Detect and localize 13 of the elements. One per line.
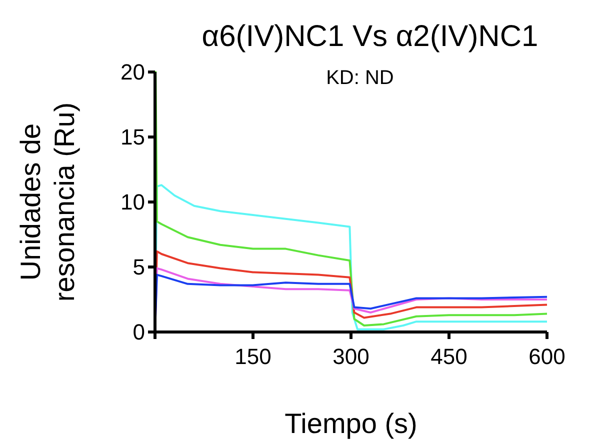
y-tick-label: 0 — [132, 320, 145, 345]
y-tick-label: 20 — [120, 60, 145, 85]
x-tick-label: 600 — [528, 344, 566, 369]
x-tick-label: 150 — [234, 344, 272, 369]
y-tick-label: 15 — [120, 124, 145, 150]
x-axis-title: Tiempo (s) — [284, 408, 418, 439]
y-tick-label: 5 — [132, 254, 145, 280]
x-tick-label: 300 — [332, 344, 370, 369]
y-tick-label: 10 — [120, 190, 145, 215]
chart-title: α6(IV)NC1 Vs α2(IV)NC1 — [202, 20, 538, 53]
chart-subtitle: KD: ND — [326, 67, 394, 89]
y-axis-title: Unidades de resonancia (Ru) — [15, 102, 80, 302]
x-tick-label: 450 — [430, 344, 468, 369]
